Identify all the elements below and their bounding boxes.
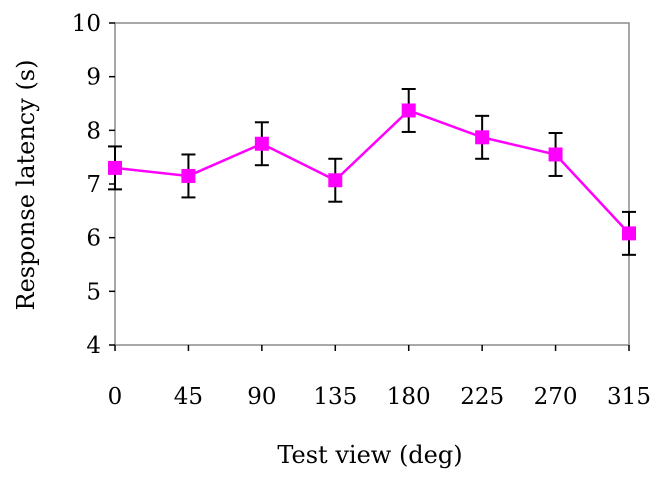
y-axis-title: Response latency (s) — [12, 60, 40, 311]
data-point-marker — [328, 173, 343, 188]
data-markers — [108, 103, 636, 241]
data-point-marker — [254, 136, 269, 151]
y-tick-label: 10 — [72, 11, 101, 37]
y-tick-label: 6 — [86, 226, 101, 252]
data-point-marker — [622, 226, 636, 241]
x-tick-label: 180 — [387, 384, 431, 410]
y-tick-label: 7 — [86, 172, 101, 198]
x-tick-label: 225 — [460, 384, 504, 410]
x-tick-label: 45 — [174, 384, 203, 410]
y-axis-ticks: 4 5 6 7 8 9 10 — [72, 11, 115, 359]
plot-frame — [114, 22, 630, 346]
x-tick-label: 270 — [534, 384, 578, 410]
y-tick-label: 9 — [86, 65, 101, 91]
data-point-marker — [548, 147, 563, 162]
x-tick-label: 135 — [313, 384, 357, 410]
y-tick-label: 4 — [86, 333, 101, 359]
data-point-marker — [401, 103, 416, 118]
x-axis-ticks: 0 45 90 135 180 225 270 315 — [108, 345, 651, 410]
data-point-marker — [181, 168, 196, 183]
data-point-marker — [108, 160, 122, 175]
y-tick-label: 8 — [86, 118, 101, 144]
series-line — [114, 109, 630, 235]
x-tick-label: 315 — [607, 384, 651, 410]
data-point-marker — [475, 130, 490, 145]
x-tick-label: 0 — [108, 384, 123, 410]
x-tick-label: 90 — [247, 384, 276, 410]
y-tick-label: 5 — [86, 279, 101, 305]
x-axis-title: Test view (deg) — [277, 441, 462, 469]
